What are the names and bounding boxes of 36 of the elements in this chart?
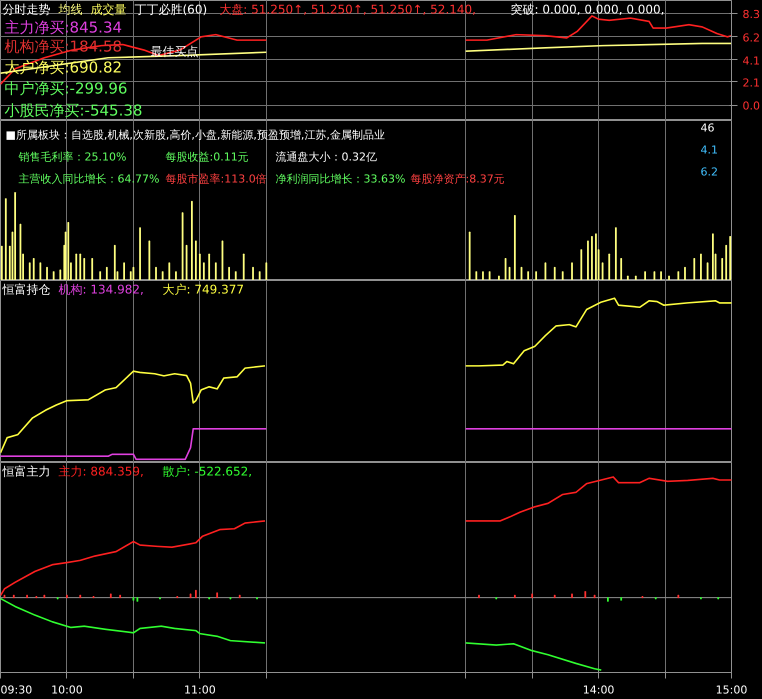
annotation: 中户净买:-299.96 [4,80,128,98]
text: 净利润同比增长：33.63% [276,172,406,186]
chart-title: 恒富持仓 [2,282,50,296]
text: 主力: 884.359, [58,464,144,478]
x-tick-label: 10:00 [51,684,83,696]
text: 散户: -522.652, [162,464,252,478]
text: 大户: 749.377 [162,282,244,296]
chart-title: 恒富主力 [2,464,50,478]
y-tick-label: 8.3 [742,8,760,22]
y-tick-label: 6.2 [742,31,760,44]
text: 主营收入同比增长：64.77% [18,172,160,186]
annotation: 成交量 [90,2,126,16]
y-tick-label: 0.0 [742,100,760,113]
text: 每股市盈率:113.0倍 [166,172,267,186]
text: 每股收益:0.11元 [166,150,249,164]
text: 6.2 [700,166,718,178]
x-tick-label: 09:30 [0,684,32,696]
text: 4.1 [700,144,718,156]
text: 机构: 134.982, [58,282,144,296]
annotation: 小股民净买:-545.38 [4,102,142,120]
text: 流通盘大小：0.32亿 [276,150,377,164]
annotation: 突破: 0.000, 0.000, 0.000, [510,2,664,16]
text: ■所属板块：自选股,机械,次新股,高价,小盘,新能源,预盈预增,江苏,金属制品业 [6,128,385,142]
text: 46 [700,122,714,134]
annotation: 丁丁必胜(60) [134,2,208,16]
text: 均线 [58,2,82,16]
x-tick-label: 14:00 [582,684,614,696]
chart-title: 分时走势 [2,2,50,16]
text: 每股净资产:8.37元 [410,172,505,186]
y-tick-label: 4.1 [742,54,760,68]
annotation: 主力净买:845.34 [4,18,122,36]
x-tick-label: 11:00 [184,684,216,696]
annotation: 大盘: 51.250↑, 51.250↑, 51.250↑, 52.140, [219,2,476,16]
x-tick-label: 15:00 [716,684,748,696]
text: 销售毛利率：25.10% [18,150,126,164]
y-tick-label: 2.1 [742,76,760,90]
